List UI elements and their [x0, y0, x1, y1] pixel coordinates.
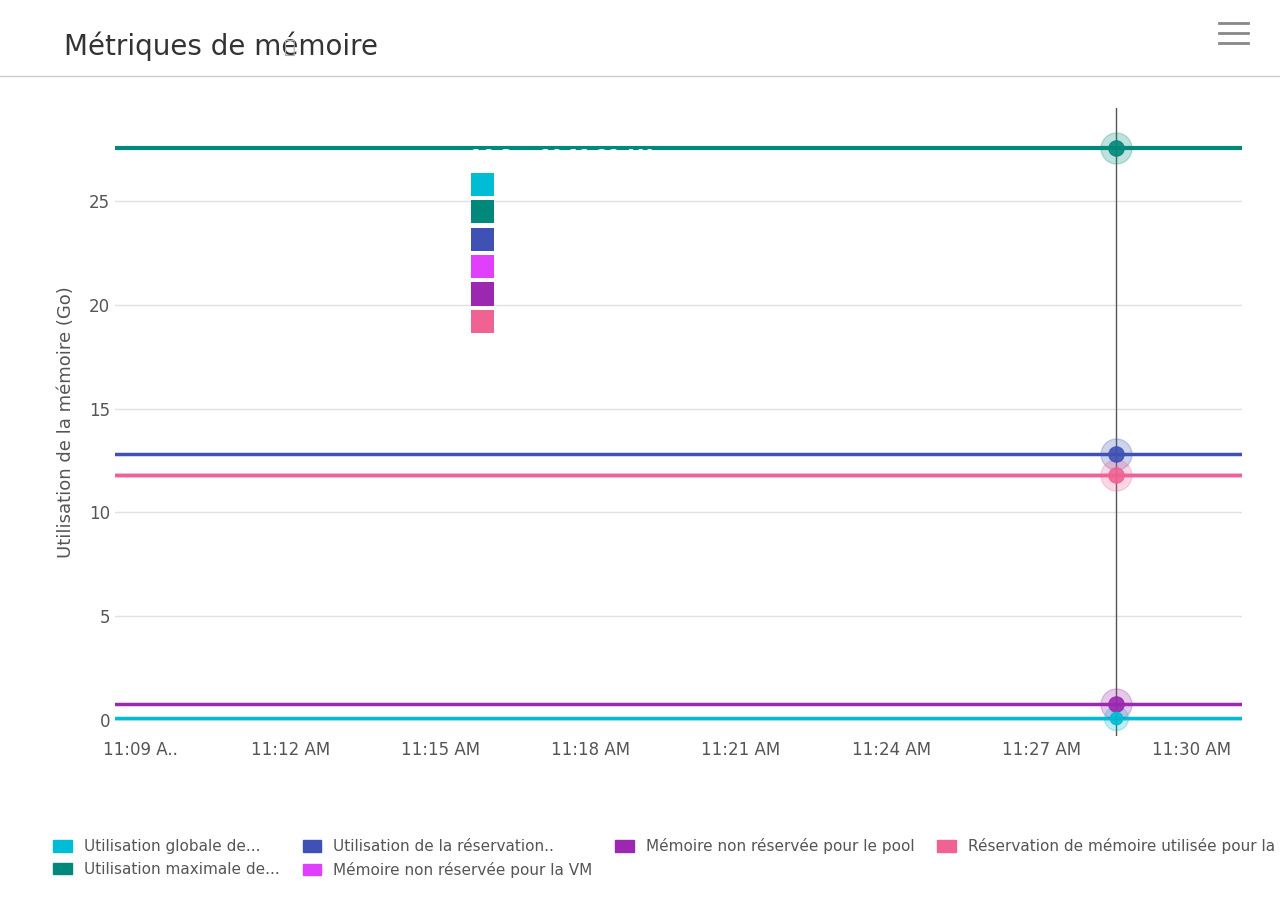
Text: ⧉: ⧉ [284, 38, 296, 57]
Point [1106, 447, 1126, 462]
Bar [471, 200, 494, 224]
Point [1106, 140, 1126, 154]
Text: Mémoire non réservée pour la VM : 11,79 G: Mémoire non réservée pour la VM : 11,79 … [503, 286, 813, 301]
Point [1106, 468, 1126, 482]
Point [1106, 468, 1126, 482]
Bar [471, 283, 494, 305]
Bar [471, 255, 494, 278]
Text: Utilisation maximale de la mémoire : 27,58 G: Utilisation maximale de la mémoire : 27,… [503, 205, 826, 219]
Text: Utilisation globale de la mémoire : 0,07 Go: Utilisation globale de la mémoire : 0,07… [503, 177, 808, 191]
Text: Métriques de mémoire: Métriques de mémoire [64, 31, 378, 61]
Text: 16-Sep-19 11:28 AM: 16-Sep-19 11:28 AM [471, 149, 654, 164]
Point [1106, 697, 1126, 711]
Bar [471, 227, 494, 251]
Point [1106, 711, 1126, 726]
Legend: Utilisation globale de..., Utilisation maximale de..., Utilisation de la réserva: Utilisation globale de..., Utilisation m… [47, 832, 1280, 884]
Point [1106, 711, 1126, 726]
Point [1106, 447, 1126, 462]
Text: Utilisation de la réservation de mémoire : 12: Utilisation de la réservation de mémoire… [503, 233, 820, 246]
Point [1106, 140, 1126, 154]
Text: Réservation de mémoire utilisée pour la VM: Réservation de mémoire utilisée pour la … [503, 260, 814, 274]
Bar [471, 172, 494, 196]
Bar [471, 310, 494, 333]
Y-axis label: Utilisation de la mémoire (Go): Utilisation de la mémoire (Go) [58, 286, 76, 558]
Point [1106, 697, 1126, 711]
Text: Mémoire non réservée pour le pool : 11,79 G: Mémoire non réservée pour le pool : 11,7… [503, 314, 820, 329]
